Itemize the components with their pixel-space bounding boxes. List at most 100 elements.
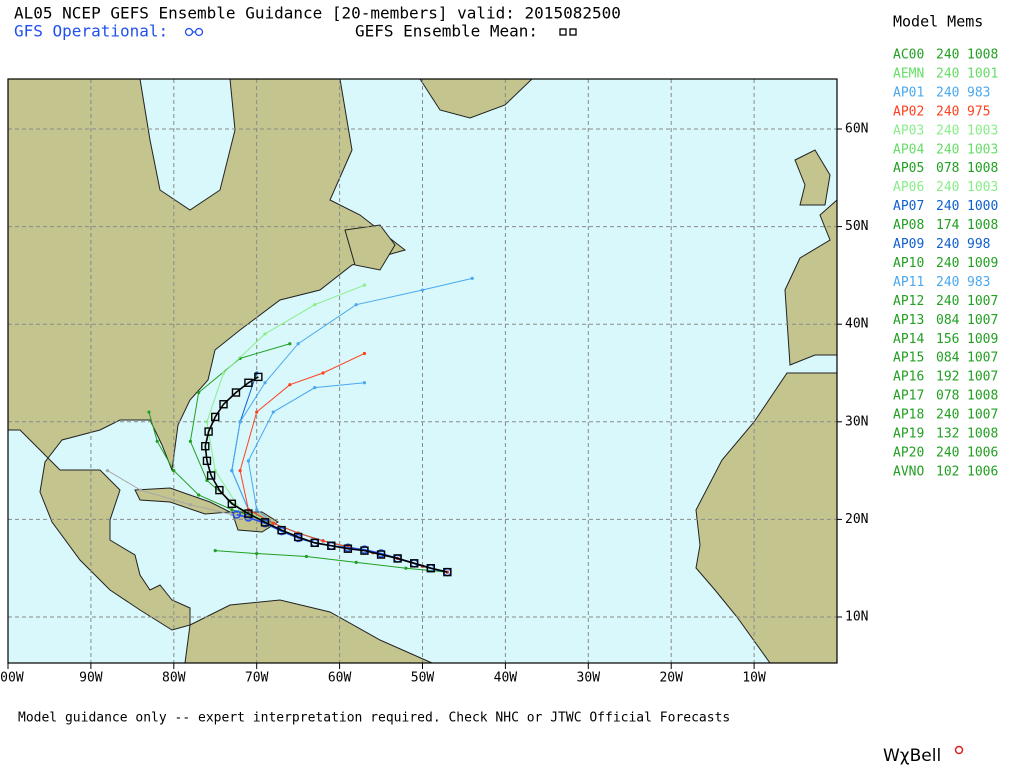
member-hours: 240 — [936, 48, 959, 63]
legend-entry: AP11 240 983 — [893, 275, 990, 290]
track-point — [426, 564, 435, 573]
member-hours: 240 — [936, 123, 959, 138]
member-pressure: 983 — [967, 275, 990, 290]
lat-tick-label: 30N — [845, 414, 868, 429]
map — [7, 78, 838, 664]
track-point — [231, 388, 241, 397]
member-pressure: 998 — [967, 237, 990, 252]
member-name: AP12 — [893, 294, 924, 309]
lon-tick-label: 60W — [328, 671, 352, 686]
member-hours: 078 — [936, 161, 959, 176]
legend-entry: AP03 240 1003 — [893, 123, 998, 138]
member-pressure: 1008 — [967, 218, 998, 233]
member-name: AP10 — [893, 256, 924, 271]
lon-tick-label: 90W — [79, 671, 103, 686]
track-point — [230, 469, 234, 473]
track-point — [197, 390, 201, 395]
member-hours: 240 — [936, 237, 959, 252]
member-pressure: 1008 — [967, 48, 998, 63]
legend-entry: AP14 156 1009 — [893, 332, 998, 347]
track-point — [255, 551, 259, 556]
track — [204, 376, 448, 573]
member-hours: 240 — [936, 199, 959, 214]
track-point — [155, 439, 159, 443]
member-pressure: 1008 — [967, 389, 998, 404]
member-name: AP04 — [893, 142, 924, 157]
legend-entry: AP17 078 1008 — [893, 389, 998, 404]
legend-entry: AP19 132 1008 — [893, 427, 998, 442]
footer: Model guidance only -- expert interpreta… — [18, 711, 730, 726]
member-name: AP18 — [893, 408, 924, 423]
track-point — [277, 525, 286, 535]
track-point — [263, 381, 267, 385]
member-name: AP03 — [893, 123, 924, 138]
member-hours: 240 — [936, 294, 959, 309]
member-pressure: 1003 — [967, 180, 998, 195]
track-point — [211, 412, 220, 422]
track-point — [343, 544, 353, 553]
legend-entry: AP16 192 1007 — [893, 370, 998, 385]
legend-entry: AP08 174 1008 — [893, 218, 998, 233]
operational-symbol — [184, 27, 204, 37]
member-pressure: 1009 — [967, 332, 998, 347]
member-name: AP14 — [893, 332, 924, 347]
track-point — [362, 381, 367, 385]
track-point — [304, 554, 309, 559]
member-pressure: 1009 — [967, 256, 998, 271]
member-hours: 174 — [936, 218, 960, 233]
cuba — [134, 487, 232, 515]
legend-entry: AP18 240 1007 — [893, 408, 998, 423]
track-point — [255, 508, 259, 512]
lat-tick-label: 60N — [845, 122, 868, 137]
legend-entry: AP06 240 1003 — [893, 180, 998, 195]
lon-tick-label: 20W — [659, 671, 683, 686]
mean-symbol — [559, 28, 577, 36]
member-pressure: 1007 — [967, 408, 998, 423]
track-point — [327, 541, 336, 550]
track-point — [296, 342, 300, 346]
track-point — [288, 342, 292, 346]
track-point — [271, 521, 275, 525]
track-point — [288, 383, 292, 387]
legend-entry: AEMN 240 1001 — [893, 66, 998, 81]
track-point — [321, 539, 325, 543]
member-name: AP15 — [893, 351, 924, 366]
track-point — [215, 485, 224, 495]
member-hours: 240 — [936, 180, 959, 195]
member-hours: 102 — [936, 464, 959, 479]
south-america — [184, 599, 433, 664]
member-hours: 240 — [936, 445, 959, 460]
lon-tick-label: 50W — [411, 671, 435, 686]
member-hours: 240 — [936, 104, 959, 119]
track-point — [238, 469, 242, 473]
member-hours: 240 — [936, 85, 959, 100]
track-point — [393, 554, 402, 563]
legend-entry: AP02 240 975 — [893, 104, 990, 119]
track-point — [204, 427, 213, 436]
member-pressure: 983 — [967, 85, 990, 100]
track-point — [410, 559, 419, 568]
member-name: AEMN — [893, 66, 924, 81]
legend-entry: AC00 240 1008 — [893, 48, 998, 63]
logo-dot — [954, 745, 964, 755]
lon-tick-label: 10W — [742, 671, 766, 686]
track-point — [404, 566, 408, 570]
member-name: AP17 — [893, 389, 924, 404]
legend-entry: AP15 084 1007 — [893, 351, 998, 366]
legend-entry: AP12 240 1007 — [893, 294, 998, 309]
member-name: AP05 — [893, 161, 924, 176]
track — [215, 550, 448, 573]
member-name: AP09 — [893, 237, 924, 252]
track-point — [232, 510, 242, 519]
track-point — [360, 546, 369, 555]
member-name: AP13 — [893, 313, 924, 328]
logo: WχBell — [883, 746, 941, 766]
member-hours: 156 — [936, 332, 959, 347]
member-hours: 078 — [936, 389, 959, 404]
member-name: AP01 — [893, 85, 924, 100]
track-point — [105, 469, 110, 473]
member-hours: 132 — [936, 427, 959, 442]
mean-label: GEFS Ensemble Mean: — [355, 22, 538, 41]
member-name: AP11 — [893, 275, 924, 290]
